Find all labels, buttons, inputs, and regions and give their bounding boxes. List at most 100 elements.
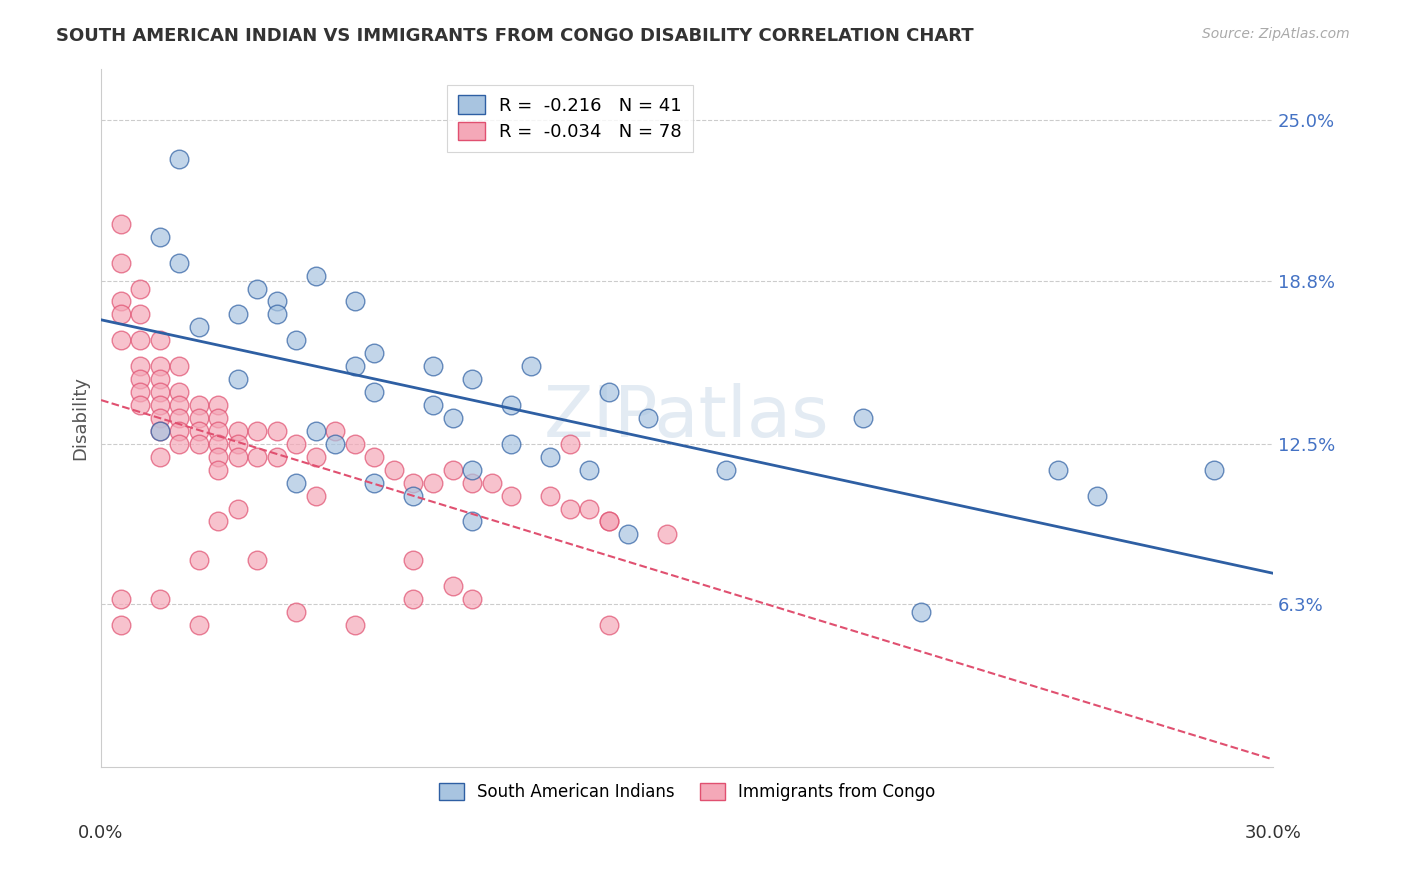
Point — [266, 424, 288, 438]
Text: 0.0%: 0.0% — [79, 824, 124, 842]
Point — [441, 411, 464, 425]
Point — [187, 618, 209, 632]
Point — [110, 618, 132, 632]
Point — [519, 359, 541, 374]
Point — [285, 475, 308, 490]
Point — [363, 385, 385, 400]
Point — [129, 359, 152, 374]
Point — [129, 398, 152, 412]
Point — [598, 515, 620, 529]
Point — [149, 592, 172, 607]
Point — [266, 450, 288, 464]
Point — [226, 307, 249, 321]
Point — [129, 333, 152, 347]
Point — [305, 424, 328, 438]
Point — [246, 281, 269, 295]
Point — [343, 294, 366, 309]
Point — [226, 501, 249, 516]
Point — [343, 618, 366, 632]
Point — [637, 411, 659, 425]
Point — [363, 475, 385, 490]
Point — [501, 489, 523, 503]
Point — [501, 398, 523, 412]
Point — [343, 437, 366, 451]
Point — [266, 307, 288, 321]
Point — [481, 475, 503, 490]
Point — [149, 450, 172, 464]
Point — [305, 489, 328, 503]
Point — [110, 592, 132, 607]
Point — [422, 398, 444, 412]
Text: ZIPatlas: ZIPatlas — [544, 384, 830, 452]
Point — [167, 359, 190, 374]
Point — [129, 281, 152, 295]
Point — [402, 489, 425, 503]
Y-axis label: Disability: Disability — [72, 376, 89, 460]
Point — [207, 437, 229, 451]
Point — [285, 437, 308, 451]
Text: Source: ZipAtlas.com: Source: ZipAtlas.com — [1202, 27, 1350, 41]
Point — [382, 463, 405, 477]
Point — [246, 424, 269, 438]
Point — [207, 450, 229, 464]
Point — [343, 359, 366, 374]
Point — [578, 501, 600, 516]
Point — [207, 463, 229, 477]
Point — [207, 515, 229, 529]
Point — [207, 411, 229, 425]
Point — [110, 333, 132, 347]
Text: 30.0%: 30.0% — [1244, 824, 1301, 842]
Point — [167, 424, 190, 438]
Point — [226, 372, 249, 386]
Point — [246, 553, 269, 567]
Point — [149, 359, 172, 374]
Point — [461, 515, 484, 529]
Point — [538, 489, 561, 503]
Point — [167, 411, 190, 425]
Point — [207, 424, 229, 438]
Point — [110, 255, 132, 269]
Point — [226, 450, 249, 464]
Point — [441, 463, 464, 477]
Point — [1046, 463, 1069, 477]
Point — [167, 255, 190, 269]
Point — [657, 527, 679, 541]
Point — [1202, 463, 1225, 477]
Point — [149, 372, 172, 386]
Point — [305, 268, 328, 283]
Point — [129, 372, 152, 386]
Point — [325, 424, 347, 438]
Point — [422, 475, 444, 490]
Point — [266, 294, 288, 309]
Point — [187, 398, 209, 412]
Point — [129, 307, 152, 321]
Point — [110, 217, 132, 231]
Point — [149, 424, 172, 438]
Point — [110, 294, 132, 309]
Point — [187, 437, 209, 451]
Point — [461, 592, 484, 607]
Point — [226, 437, 249, 451]
Point — [363, 450, 385, 464]
Point — [246, 450, 269, 464]
Text: SOUTH AMERICAN INDIAN VS IMMIGRANTS FROM CONGO DISABILITY CORRELATION CHART: SOUTH AMERICAN INDIAN VS IMMIGRANTS FROM… — [56, 27, 974, 45]
Point — [149, 398, 172, 412]
Point — [167, 398, 190, 412]
Point — [501, 437, 523, 451]
Point — [226, 424, 249, 438]
Point — [110, 307, 132, 321]
Point — [149, 385, 172, 400]
Point — [910, 605, 932, 619]
Point — [149, 333, 172, 347]
Point — [207, 398, 229, 412]
Point — [461, 463, 484, 477]
Point — [617, 527, 640, 541]
Point — [578, 463, 600, 477]
Point — [441, 579, 464, 593]
Point — [598, 515, 620, 529]
Point — [285, 605, 308, 619]
Point — [167, 437, 190, 451]
Point — [187, 424, 209, 438]
Point — [402, 475, 425, 490]
Legend: South American Indians, Immigrants from Congo: South American Indians, Immigrants from … — [432, 776, 942, 808]
